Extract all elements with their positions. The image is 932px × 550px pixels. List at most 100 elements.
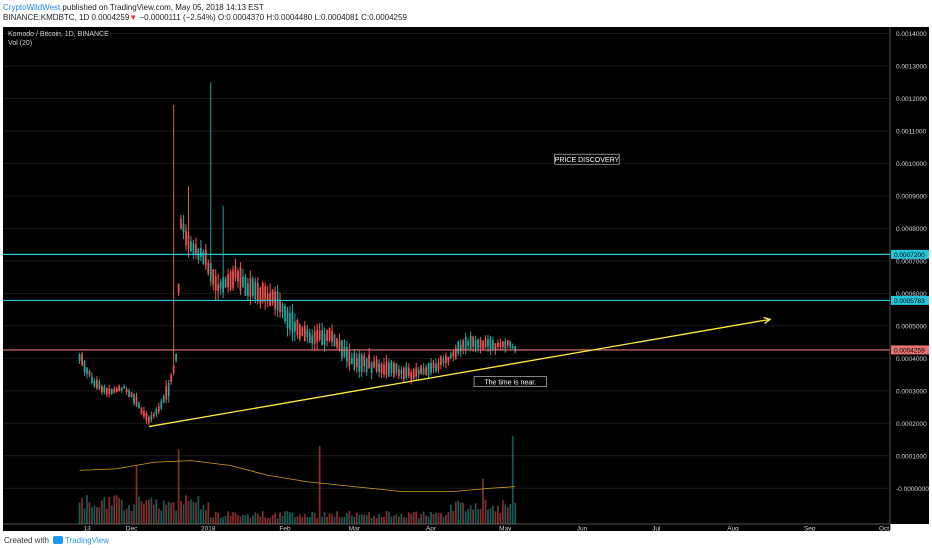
volume-bar <box>477 509 479 524</box>
candle-body <box>185 230 187 246</box>
candle-body <box>440 356 442 366</box>
volume-bar <box>323 512 326 524</box>
volume-bar <box>145 499 148 524</box>
volume-bar <box>447 512 450 524</box>
volume-bar <box>138 496 140 524</box>
candle-body <box>388 362 390 377</box>
candle-body <box>358 354 361 372</box>
volume-bar <box>306 517 309 524</box>
candle-body <box>464 337 467 350</box>
volume-bar <box>368 512 371 524</box>
candle-body <box>202 251 205 265</box>
candle-body <box>316 329 319 343</box>
volume-bar <box>380 517 383 524</box>
volume-bar <box>412 511 415 524</box>
candle-body <box>504 341 507 349</box>
volume-bar <box>321 516 324 524</box>
chart-header: CryptoWildWest published on TradingView.… <box>0 0 932 24</box>
volume-bar <box>140 501 143 524</box>
volume-bar <box>492 505 494 524</box>
candle-body <box>459 344 462 352</box>
volume-bar <box>130 510 133 524</box>
volume-bar <box>506 507 509 524</box>
candle-body <box>430 363 432 373</box>
y-tick-label: 0.0009000 <box>896 193 927 200</box>
publish-info: CryptoWildWest published on TradingView.… <box>3 3 264 12</box>
candle-body <box>229 271 232 290</box>
y-tick-label: 0.0012000 <box>896 96 927 103</box>
candle-body <box>143 410 145 417</box>
volume-bar <box>123 510 125 524</box>
candle-body <box>492 340 494 349</box>
price-chart[interactable]: 0.0014000 0.0013000 0.0012000 0.0011000 0.00… <box>0 24 932 532</box>
chart-title: Komodo / Bitcoin, 1D, BINANCE <box>8 31 109 38</box>
volume-bar <box>400 513 403 524</box>
candle-body <box>509 341 512 348</box>
volume-bar <box>410 513 413 524</box>
candle-body <box>402 367 405 380</box>
volume-bar <box>167 501 170 524</box>
candle-body <box>511 345 514 348</box>
candle-body <box>100 386 103 393</box>
candle-body <box>360 354 363 372</box>
y-tick-label: 0.0011000 <box>896 128 927 135</box>
volume-bar <box>170 502 173 524</box>
price-axis <box>890 27 929 524</box>
volume-bar <box>328 513 331 524</box>
candle-body <box>514 346 517 352</box>
x-tick-label: Feb <box>279 526 291 533</box>
candle-body <box>375 359 378 372</box>
x-tick-label: Jul <box>652 526 661 533</box>
candle-body <box>177 283 180 293</box>
y-tick-label: 0.0007000 <box>896 258 927 265</box>
candle-body <box>175 354 177 362</box>
candle-body <box>289 313 291 330</box>
candle-body <box>398 369 400 377</box>
candle-body <box>412 368 415 379</box>
candle-body <box>110 388 113 394</box>
volume-bar <box>276 518 279 524</box>
candles-group <box>78 82 517 426</box>
candle-body <box>239 267 242 291</box>
volume-bar <box>100 500 103 524</box>
candle-body <box>427 362 430 376</box>
volume-bar <box>261 511 264 524</box>
candle-body <box>326 330 328 341</box>
candle-body <box>135 396 138 406</box>
volume-bar <box>86 495 88 524</box>
volume-bar <box>160 510 163 524</box>
volume-bar <box>155 499 158 524</box>
candle-body <box>405 366 408 378</box>
volume-bar <box>88 502 91 524</box>
volume-bar <box>348 511 351 524</box>
volume-bar <box>217 512 220 524</box>
candle-body <box>217 284 220 292</box>
volume-bar <box>494 511 497 524</box>
candle-body <box>479 339 482 349</box>
y-tick-label: -0.0000000 <box>896 486 929 493</box>
author-link[interactable]: CryptoWildWest <box>3 3 61 12</box>
volume-bar <box>350 515 353 524</box>
volume-bar <box>422 511 425 524</box>
volume-bar <box>338 517 341 524</box>
volume-bar <box>474 503 477 524</box>
ohlc-info: BINANCE:KMDBTC, 1D 0.0004259▼ −0.0000111… <box>3 13 407 22</box>
candle-body <box>346 346 348 362</box>
volume-bar <box>274 513 276 524</box>
candle-body <box>378 363 380 373</box>
volume-bar <box>98 507 101 524</box>
volume-bar <box>148 499 150 524</box>
candle-body <box>365 358 368 372</box>
tradingview-logo-icon <box>52 536 63 544</box>
volume-bar <box>464 511 467 524</box>
candle-body <box>86 367 88 374</box>
tradingview-link[interactable]: TradingView <box>64 536 109 545</box>
candle-body <box>482 341 484 350</box>
candle-body <box>227 274 229 288</box>
volume-bar <box>286 510 289 524</box>
volume-bar <box>143 504 145 524</box>
candle-body <box>251 278 254 296</box>
volume-bar <box>427 516 430 524</box>
volume-bar <box>269 517 272 524</box>
volume-bar <box>333 516 336 524</box>
